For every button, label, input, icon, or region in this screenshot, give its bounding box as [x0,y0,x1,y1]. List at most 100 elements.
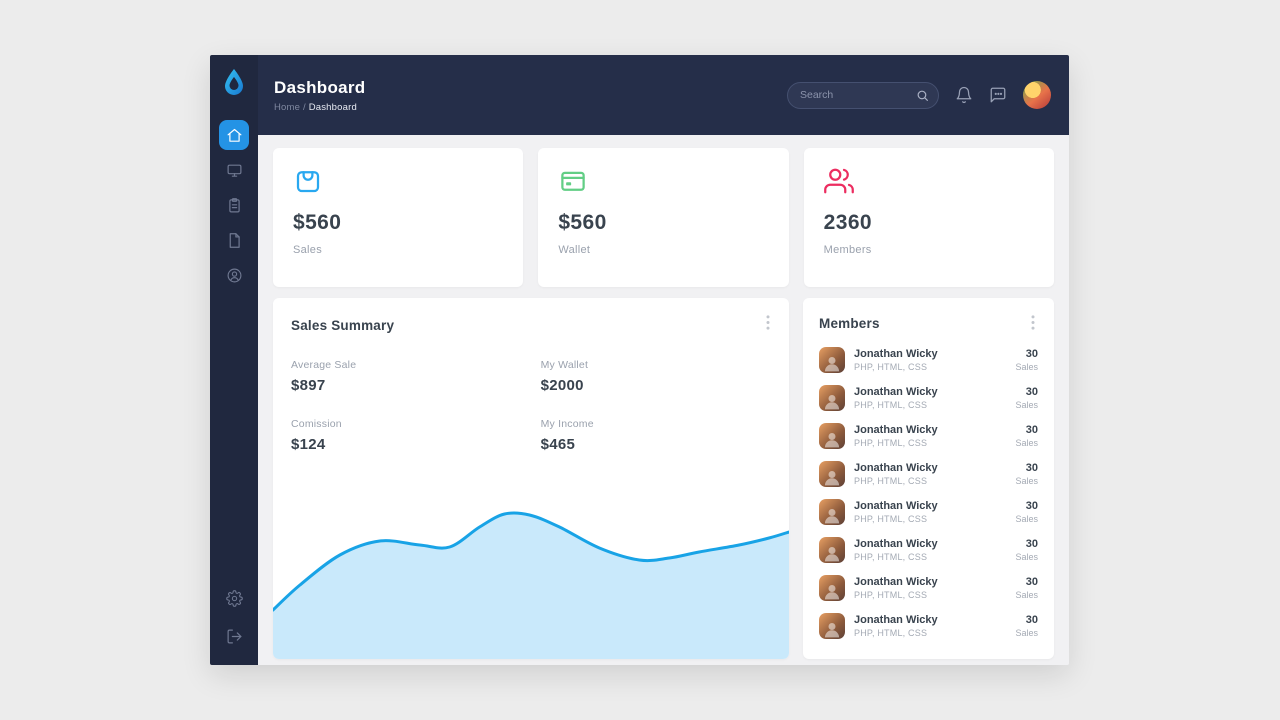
logout-icon [227,629,241,643]
user-avatar[interactable] [1023,81,1051,109]
member-sales-label: Sales [1015,362,1038,372]
summary-stat-value: $465 [540,436,576,453]
member-avatar [819,423,845,449]
member-avatar [819,613,845,639]
members-icon [823,166,854,196]
monitor-icon [227,164,241,177]
messages-button[interactable] [989,86,1007,104]
member-row: Jonathan Wicky PHP, HTML, CSS 30 Sales [819,455,1038,493]
member-info: Jonathan Wicky PHP, HTML, CSS [854,424,1006,448]
sidebar-item-home[interactable] [219,120,249,150]
member-sales-label: Sales [1015,438,1038,448]
member-row: Jonathan Wicky PHP, HTML, CSS 30 Sales [819,341,1038,379]
search-input[interactable] [800,89,916,101]
sidebar-item-tasks[interactable] [219,190,249,220]
top-header: Dashboard Home / Dashboard [258,55,1069,135]
person-silhouette-icon [824,357,840,372]
summary-stat-my-wallet: My Wallet $2000 [541,359,771,394]
stat-value: $560 [558,211,607,234]
sidebar-item-settings[interactable] [219,583,249,613]
stat-label: Wallet [558,244,591,256]
person-silhouette-icon [824,433,840,448]
dashboard-content: $560 Sales $560 Wallet [258,135,1069,665]
member-avatar [819,347,845,373]
member-info: Jonathan Wicky PHP, HTML, CSS [854,462,1006,486]
document-icon [229,232,240,248]
member-row: Jonathan Wicky PHP, HTML, CSS 30 Sales [819,607,1038,645]
member-row: Jonathan Wicky PHP, HTML, CSS 30 Sales [819,417,1038,455]
member-sales: 30 Sales [1015,462,1038,486]
sidebar-item-monitor[interactable] [219,155,249,185]
member-sales-count: 30 [1025,500,1038,512]
sidebar-item-logout[interactable] [219,621,249,651]
home-icon [227,128,241,142]
member-sales-label: Sales [1015,400,1038,410]
summary-stat-value: $124 [291,436,326,453]
search-icon [917,90,928,101]
member-sales-count: 30 [1025,386,1038,398]
member-info: Jonathan Wicky PHP, HTML, CSS [854,538,1006,562]
person-silhouette-icon [824,585,840,600]
member-avatar [819,537,845,563]
member-sales: 30 Sales [1015,500,1038,524]
member-avatar [819,499,845,525]
member-sales: 30 Sales [1015,576,1038,600]
summary-stat-label: My Wallet [540,359,589,371]
breadcrumb: Home / Dashboard [274,102,366,113]
notifications-button[interactable] [955,86,973,104]
stat-value: $560 [293,211,342,234]
sales-chart-area [273,509,789,659]
sales-area [273,512,789,659]
member-sales-label: Sales [1015,514,1038,524]
member-name: Jonathan Wicky [854,538,938,550]
breadcrumb-separator: / [303,101,306,113]
stat-label: Sales [293,244,323,256]
gear-icon [225,589,243,607]
member-sales-count: 30 [1025,348,1038,360]
header-actions [787,81,1051,109]
search-button[interactable] [916,89,929,102]
member-skills: PHP, HTML, CSS [854,476,928,486]
sidebar [210,55,258,665]
sidebar-item-profile[interactable] [219,260,249,290]
page-title: Dashboard [274,77,366,97]
members-panel: Members [803,298,1054,659]
main-area: Dashboard Home / Dashboard [258,55,1069,665]
member-name: Jonathan Wicky [854,424,938,436]
summary-stat-average-sale: Average Sale $897 [291,359,541,394]
member-name: Jonathan Wicky [854,576,938,588]
chat-icon [990,87,1006,103]
member-sales-count: 30 [1025,614,1038,626]
summary-stat-my-income: My Income $465 [541,418,771,453]
sales-summary-menu-button[interactable] [759,312,777,332]
member-skills: PHP, HTML, CSS [854,400,928,410]
sidebar-footer [219,583,249,651]
member-skills: PHP, HTML, CSS [854,362,928,372]
person-silhouette-icon [824,395,840,410]
person-silhouette-icon [824,623,840,638]
bottom-row: Sales Summary Average Sale $897 My Walle… [273,298,1054,659]
user-icon [227,268,241,282]
wallet-icon [558,166,588,196]
bell-icon [956,86,972,104]
member-skills: PHP, HTML, CSS [854,438,928,448]
stat-card-wallet: $560 Wallet [538,148,789,287]
members-menu-button[interactable] [1024,312,1042,332]
member-sales-label: Sales [1015,628,1038,638]
member-sales-count: 30 [1025,576,1038,588]
breadcrumb-current: Dashboard [308,101,357,113]
member-sales: 30 Sales [1015,386,1038,410]
member-sales-label: Sales [1015,552,1038,562]
sales-summary-stats: Average Sale $897 My Wallet $2000 Comiss… [291,359,771,453]
member-sales: 30 Sales [1015,424,1038,448]
summary-stat-value: $897 [291,377,326,394]
member-info: Jonathan Wicky PHP, HTML, CSS [854,576,1006,600]
member-row: Jonathan Wicky PHP, HTML, CSS 30 Sales [819,531,1038,569]
stat-card-sales: $560 Sales [273,148,524,287]
member-name: Jonathan Wicky [854,348,938,360]
member-sales: 30 Sales [1015,538,1038,562]
title-block: Dashboard Home / Dashboard [274,78,366,113]
breadcrumb-home-link[interactable]: Home [274,101,301,113]
member-sales-label: Sales [1015,476,1038,486]
sidebar-item-documents[interactable] [219,225,249,255]
